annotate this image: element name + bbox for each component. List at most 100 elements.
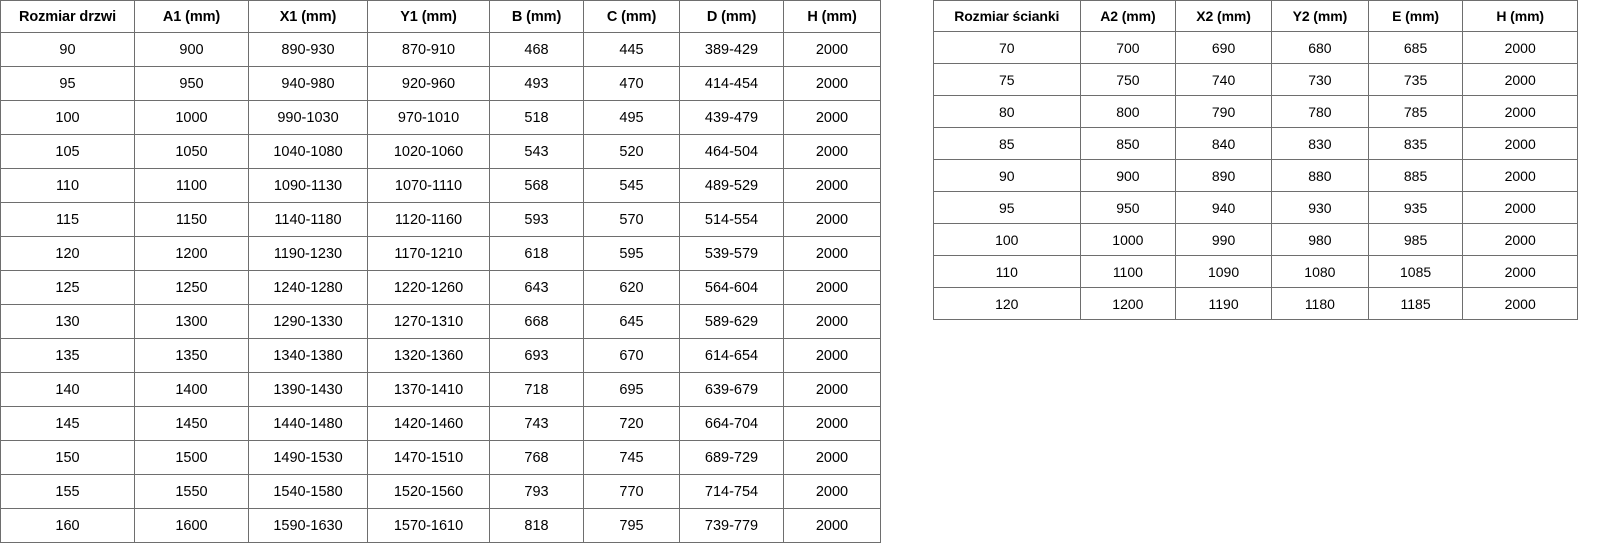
table-row: 130 1300 1290-1330 1270-1310 668 645 589-629 20… bbox=[0, 304, 881, 339]
door-table-cell-r11-c5: 720 bbox=[583, 406, 680, 441]
door-table-cell-r2-c5: 495 bbox=[583, 100, 680, 135]
wall-table-cell-r0-c1: 700 bbox=[1079, 31, 1177, 64]
table-row: 90 900 890-930 870-910 468 445 389-429 2000 bbox=[0, 32, 881, 67]
wall-table-cell-r6-c3: 980 bbox=[1270, 223, 1369, 256]
table-row: 125 1250 1240-1280 1220-1260 643 620 564-604 20… bbox=[0, 270, 881, 305]
door-table-cell-r7-c4: 643 bbox=[489, 270, 584, 305]
door-table-cell-r6-c2: 1190-1230 bbox=[248, 236, 368, 271]
door-table-cell-r12-c3: 1470-1510 bbox=[367, 440, 490, 475]
door-table-cell-r9-c2: 1340-1380 bbox=[248, 338, 368, 373]
table-row: 140 1400 1390-1430 1370-1410 718 695 639-679 20… bbox=[0, 372, 881, 407]
door-table-cell-r4-c3: 1070-1110 bbox=[367, 168, 490, 203]
wall-table-cell-r2-c5: 2000 bbox=[1462, 95, 1578, 128]
wall-table-cell-r1-c3: 730 bbox=[1270, 63, 1369, 96]
wall-table-cell-r7-c1: 1100 bbox=[1079, 255, 1177, 288]
door-table-cell-r1-c7: 2000 bbox=[783, 66, 881, 101]
door-table-column-header-6: D (mm) bbox=[679, 0, 784, 33]
wall-table-cell-r7-c2: 1090 bbox=[1175, 255, 1272, 288]
door-table-cell-r13-c5: 770 bbox=[583, 474, 680, 509]
wall-size-table-container: Rozmiar ścianki A2 (mm) X2 (mm) Y2 (mm) E (m… bbox=[933, 0, 1578, 320]
door-table-cell-r0-c6: 389-429 bbox=[679, 32, 784, 67]
door-table-cell-r7-c6: 564-604 bbox=[679, 270, 784, 305]
wall-table-cell-r8-c4: 1185 bbox=[1367, 287, 1464, 320]
wall-table-cell-r7-c0: 110 bbox=[933, 255, 1081, 288]
door-table-cell-r10-c5: 695 bbox=[583, 372, 680, 407]
door-table-cell-r7-c2: 1240-1280 bbox=[248, 270, 368, 305]
door-table-cell-r4-c7: 2000 bbox=[783, 168, 881, 203]
door-table-cell-r8-c1: 1300 bbox=[134, 304, 249, 339]
wall-table-cell-r4-c4: 885 bbox=[1367, 159, 1464, 192]
wall-table-cell-r5-c1: 950 bbox=[1079, 191, 1177, 224]
door-table-cell-r13-c0: 155 bbox=[0, 474, 135, 509]
door-table-cell-r11-c6: 664-704 bbox=[679, 406, 784, 441]
door-table-cell-r3-c4: 543 bbox=[489, 134, 584, 169]
door-table-cell-r5-c6: 514-554 bbox=[679, 202, 784, 237]
wall-table-cell-r8-c3: 1180 bbox=[1270, 287, 1369, 320]
table-row: 110 1100 1090-1130 1070-1110 568 545 489-529 20… bbox=[0, 168, 881, 203]
wall-table-cell-r2-c3: 780 bbox=[1270, 95, 1369, 128]
door-table-cell-r8-c4: 668 bbox=[489, 304, 584, 339]
door-table-cell-r13-c7: 2000 bbox=[783, 474, 881, 509]
wall-table-cell-r0-c0: 70 bbox=[933, 31, 1081, 64]
door-table-cell-r9-c4: 693 bbox=[489, 338, 584, 373]
door-table-column-header-4: B (mm) bbox=[489, 0, 584, 33]
wall-table-cell-r0-c3: 680 bbox=[1270, 31, 1369, 64]
wall-table-body: 70 700 690 680 685 2000 75 750 740 730 735 2000 80 80… bbox=[933, 31, 1578, 320]
table-row: 120 1200 1190 1180 1185 2000 bbox=[933, 287, 1578, 320]
wall-table-column-header-1: A2 (mm) bbox=[1079, 0, 1177, 32]
wall-table-cell-r3-c1: 850 bbox=[1079, 127, 1177, 160]
door-table-cell-r3-c2: 1040-1080 bbox=[248, 134, 368, 169]
wall-size-table: Rozmiar ścianki A2 (mm) X2 (mm) Y2 (mm) E (m… bbox=[933, 0, 1578, 320]
wall-table-cell-r1-c0: 75 bbox=[933, 63, 1081, 96]
door-table-column-header-7: H (mm) bbox=[783, 0, 881, 33]
door-table-cell-r2-c2: 990-1030 bbox=[248, 100, 368, 135]
door-table-cell-r8-c2: 1290-1330 bbox=[248, 304, 368, 339]
table-row: 100 1000 990-1030 970-1010 518 495 439-479 2000 bbox=[0, 100, 881, 135]
door-table-cell-r10-c1: 1400 bbox=[134, 372, 249, 407]
door-table-cell-r1-c5: 470 bbox=[583, 66, 680, 101]
wall-table-header: Rozmiar ścianki A2 (mm) X2 (mm) Y2 (mm) E (m… bbox=[933, 0, 1578, 32]
door-table-cell-r2-c0: 100 bbox=[0, 100, 135, 135]
door-table-cell-r7-c1: 1250 bbox=[134, 270, 249, 305]
table-row: 115 1150 1140-1180 1120-1160 593 570 514-554 20… bbox=[0, 202, 881, 237]
wall-table-cell-r6-c5: 2000 bbox=[1462, 223, 1578, 256]
door-table-cell-r3-c5: 520 bbox=[583, 134, 680, 169]
wall-table-cell-r3-c0: 85 bbox=[933, 127, 1081, 160]
door-table-cell-r10-c6: 639-679 bbox=[679, 372, 784, 407]
door-table-cell-r1-c0: 95 bbox=[0, 66, 135, 101]
door-table-cell-r12-c5: 745 bbox=[583, 440, 680, 475]
wall-table-cell-r4-c3: 880 bbox=[1270, 159, 1369, 192]
table-row: 105 1050 1040-1080 1020-1060 543 520 464-504 20… bbox=[0, 134, 881, 169]
door-size-table: Rozmiar drzwi A1 (mm) X1 (mm) Y1 (mm) B (mm)… bbox=[0, 0, 881, 543]
door-table-cell-r7-c0: 125 bbox=[0, 270, 135, 305]
wall-table-cell-r0-c2: 690 bbox=[1175, 31, 1272, 64]
door-table-cell-r11-c0: 145 bbox=[0, 406, 135, 441]
door-table-cell-r11-c7: 2000 bbox=[783, 406, 881, 441]
door-table-cell-r3-c0: 105 bbox=[0, 134, 135, 169]
door-table-cell-r4-c5: 545 bbox=[583, 168, 680, 203]
door-table-cell-r9-c6: 614-654 bbox=[679, 338, 784, 373]
wall-table-cell-r1-c4: 735 bbox=[1367, 63, 1464, 96]
door-table-cell-r9-c3: 1320-1360 bbox=[367, 338, 490, 373]
table-row: 95 950 940-980 920-960 493 470 414-454 2000 bbox=[0, 66, 881, 101]
door-table-cell-r5-c3: 1120-1160 bbox=[367, 202, 490, 237]
door-table-cell-r0-c4: 468 bbox=[489, 32, 584, 67]
door-table-header: Rozmiar drzwi A1 (mm) X1 (mm) Y1 (mm) B (mm)… bbox=[0, 0, 881, 33]
wall-table-cell-r8-c1: 1200 bbox=[1079, 287, 1177, 320]
door-table-cell-r12-c6: 689-729 bbox=[679, 440, 784, 475]
wall-table-column-header-2: X2 (mm) bbox=[1175, 0, 1272, 32]
wall-table-cell-r4-c0: 90 bbox=[933, 159, 1081, 192]
door-table-cell-r2-c4: 518 bbox=[489, 100, 584, 135]
door-table-cell-r6-c0: 120 bbox=[0, 236, 135, 271]
door-table-cell-r13-c1: 1550 bbox=[134, 474, 249, 509]
door-table-cell-r6-c6: 539-579 bbox=[679, 236, 784, 271]
door-table-cell-r1-c6: 414-454 bbox=[679, 66, 784, 101]
door-table-cell-r13-c3: 1520-1560 bbox=[367, 474, 490, 509]
door-table-cell-r2-c6: 439-479 bbox=[679, 100, 784, 135]
door-table-cell-r1-c4: 493 bbox=[489, 66, 584, 101]
door-table-column-header-3: Y1 (mm) bbox=[367, 0, 490, 33]
door-table-cell-r2-c7: 2000 bbox=[783, 100, 881, 135]
door-table-cell-r1-c2: 940-980 bbox=[248, 66, 368, 101]
wall-table-cell-r5-c5: 2000 bbox=[1462, 191, 1578, 224]
door-table-cell-r4-c4: 568 bbox=[489, 168, 584, 203]
